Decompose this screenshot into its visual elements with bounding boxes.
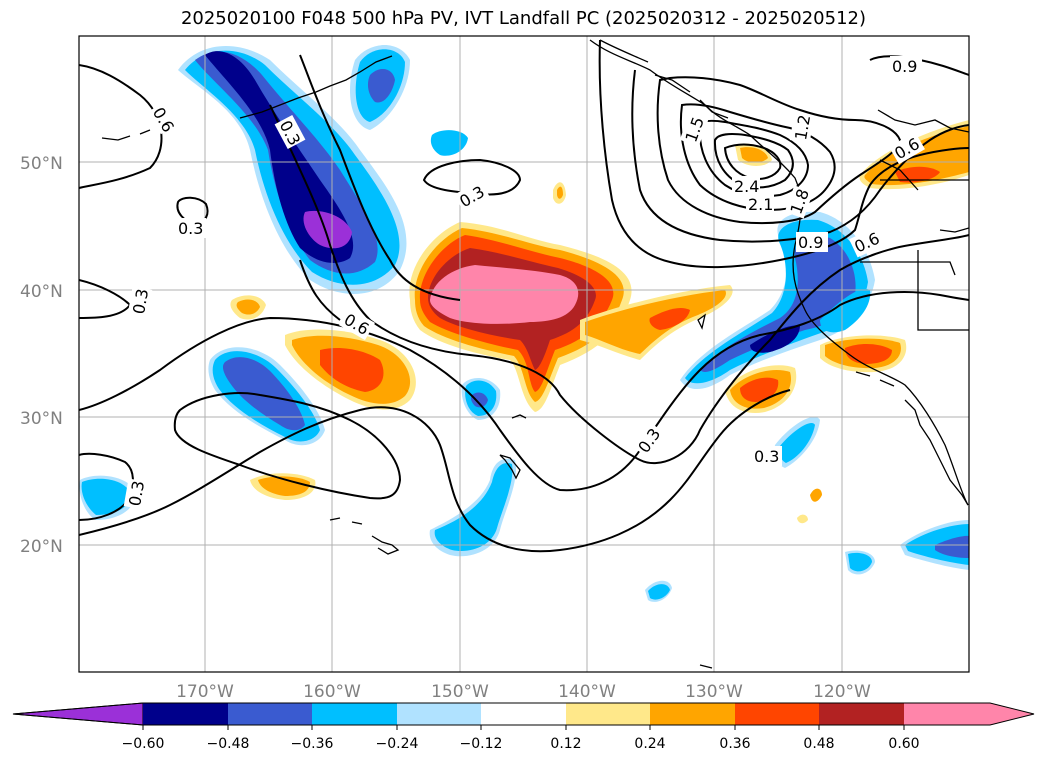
colorbar-tick: −0.60 bbox=[122, 736, 165, 752]
contour-label: 0.3 bbox=[178, 219, 203, 238]
lon-label: 150°W bbox=[431, 682, 489, 702]
lat-label: 30°N bbox=[20, 409, 63, 429]
colorbar-tick: 0.24 bbox=[634, 736, 665, 752]
colorbar-tick: 0.60 bbox=[888, 736, 919, 752]
colorbar-tick: −0.24 bbox=[376, 736, 419, 752]
contour-label: 0.9 bbox=[798, 233, 823, 252]
lon-label: 170°W bbox=[176, 682, 234, 702]
lon-label: 130°W bbox=[685, 682, 743, 702]
contour-label: 0.3 bbox=[125, 479, 148, 507]
contour-label: 2.4 bbox=[734, 177, 759, 196]
lon-label: 160°W bbox=[303, 682, 361, 702]
colorbar-segment bbox=[312, 703, 397, 725]
colorbar-extend-high bbox=[904, 703, 1034, 725]
colorbar: −0.60 −0.48 −0.36 −0.24 −0.12 0.12 0.24 … bbox=[12, 702, 1035, 752]
contour-label: 0.9 bbox=[892, 57, 917, 76]
map-title: 2025020100 F048 500 hPa PV, IVT Landfall… bbox=[180, 8, 867, 29]
colorbar-segment bbox=[397, 703, 481, 725]
contour-label-group: 0.6 0.3 0.3 0.3 0.3 0.6 0.3 0.3 0.3 0.9 … bbox=[123, 56, 925, 510]
pv-shading bbox=[79, 45, 969, 602]
lat-label: 20°N bbox=[20, 537, 63, 557]
colorbar-segment bbox=[481, 703, 566, 725]
colorbar-tick: −0.36 bbox=[291, 736, 334, 752]
lat-label: 50°N bbox=[20, 154, 63, 174]
map-frame bbox=[78, 35, 970, 673]
colorbar-segment bbox=[650, 703, 735, 725]
colorbar-segment bbox=[228, 703, 312, 725]
contour-label: 2.1 bbox=[748, 195, 773, 214]
pv-contours bbox=[79, 39, 969, 553]
colorbar-segment bbox=[566, 703, 650, 725]
coastlines bbox=[101, 39, 969, 669]
lat-label: 40°N bbox=[20, 282, 63, 302]
colorbar-segment bbox=[143, 703, 228, 725]
colorbar-tick: 0.36 bbox=[719, 736, 750, 752]
colorbar-tick: 0.12 bbox=[550, 736, 581, 752]
contour-label: 1.2 bbox=[791, 113, 814, 141]
colorbar-segment bbox=[735, 703, 819, 725]
colorbar-tick: 0.48 bbox=[803, 736, 834, 752]
lon-label: 120°W bbox=[813, 682, 871, 702]
colorbar-tick: −0.48 bbox=[207, 736, 250, 752]
lon-label: 140°W bbox=[558, 682, 616, 702]
contour-label: 0.3 bbox=[129, 287, 152, 315]
contour-label: 0.3 bbox=[754, 447, 779, 466]
colorbar-extend-low bbox=[12, 702, 144, 726]
colorbar-tick: −0.12 bbox=[460, 736, 503, 752]
colorbar-segment bbox=[819, 703, 904, 725]
